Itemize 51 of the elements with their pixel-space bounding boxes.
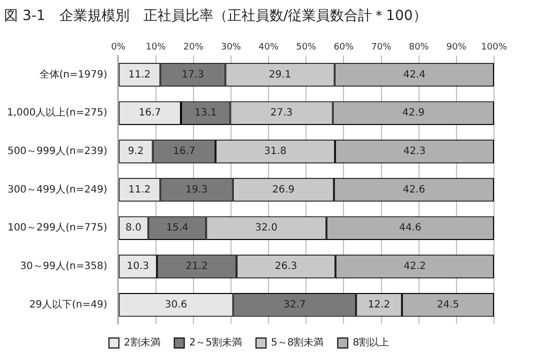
data-label: 16.7 (138, 108, 161, 119)
legend-label: 2割未満 (124, 336, 160, 349)
x-tick-label: 40% (258, 42, 279, 53)
x-tick-label: 50% (296, 42, 317, 53)
x-tick-label: 70% (371, 42, 392, 53)
data-label: 30.6 (164, 299, 188, 310)
y-tick-label: 29人以下(n=49) (29, 298, 108, 310)
x-tick-label: 20% (183, 42, 204, 53)
data-label: 8.0 (126, 222, 142, 234)
data-label: 17.3 (182, 69, 204, 80)
data-label: 13.1 (194, 108, 217, 119)
data-label: 44.6 (399, 222, 422, 234)
x-tick-label: 0% (111, 42, 126, 53)
data-label: 42.3 (403, 146, 426, 158)
x-tick-label: 90% (446, 42, 467, 53)
data-label: 24.5 (436, 299, 460, 310)
y-tick-label: 500～999人(n=239) (7, 146, 108, 158)
chart-title: 図 3-1 企業規模別 正社員比率（正社員数/従業員数合計＊100） (4, 8, 427, 24)
y-tick-label: 100～299人(n=775) (7, 222, 108, 234)
legend-label: 5～8割未満 (271, 336, 324, 349)
legend-label: 8割以上 (352, 336, 390, 349)
data-label: 32.0 (255, 222, 278, 234)
data-label: 26.3 (274, 261, 298, 272)
y-tick-label: 全体(n=1979) (39, 68, 108, 80)
data-label: 42.2 (404, 261, 426, 272)
data-label: 11.2 (128, 69, 151, 80)
y-tick-label: 30～99人(n=358) (20, 261, 108, 272)
y-tick-label: 300～499人(n=249) (7, 184, 108, 196)
x-tick-label: 80% (408, 42, 430, 53)
y-tick-label: 1,000人以上(n=275) (7, 106, 108, 119)
data-label: 32.7 (284, 299, 306, 310)
data-label: 29.1 (268, 69, 292, 80)
x-tick-label: 100% (481, 42, 508, 53)
data-label: 9.2 (128, 146, 144, 158)
x-tick-label: 30% (220, 42, 242, 53)
data-label: 42.4 (403, 69, 426, 80)
data-label: 21.2 (186, 261, 208, 272)
data-label: 42.9 (402, 108, 425, 119)
x-tick-label: 60% (334, 42, 354, 53)
data-label: 11.2 (128, 184, 151, 196)
data-label: 16.7 (173, 146, 196, 158)
data-label: 27.3 (270, 108, 293, 119)
data-label: 19.3 (185, 184, 208, 196)
data-label: 26.9 (272, 184, 295, 196)
data-label: 15.4 (166, 222, 188, 234)
legend-label: 2～5割未満 (189, 336, 242, 349)
data-label: 10.3 (126, 261, 149, 272)
data-label: 12.2 (368, 299, 390, 310)
x-tick-label: 10% (146, 42, 166, 53)
data-label: 42.6 (402, 184, 426, 196)
data-label: 31.8 (264, 146, 286, 158)
